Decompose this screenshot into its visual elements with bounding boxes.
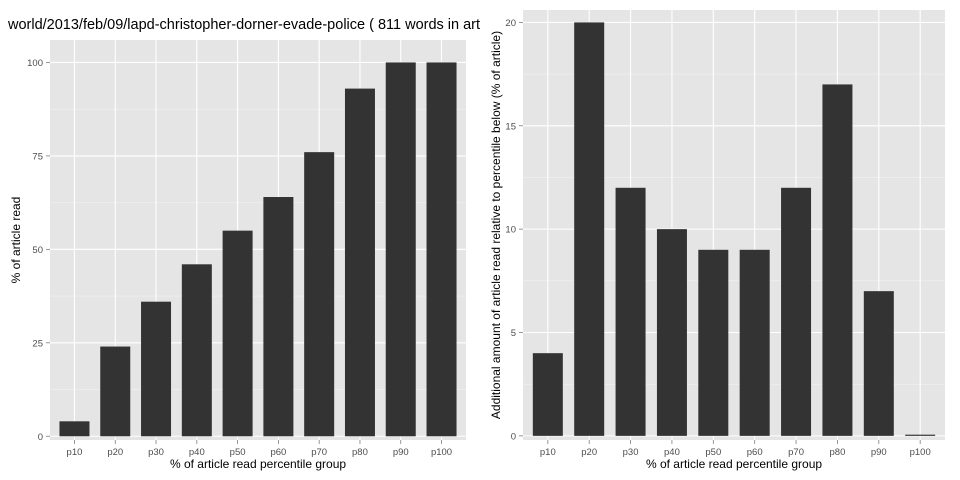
y-tick-label: 20: [505, 18, 516, 29]
y-tick-label: 75: [32, 151, 43, 162]
x-axis-label: % of article read percentile group: [170, 457, 346, 471]
right-panel: 0 5 10 15 20 p10 p20 p30 p40 p50 p60 p70 p80 p90 p100%…: [489, 10, 945, 471]
x-tick-label: p100: [910, 447, 931, 458]
y-tick-label: 0: [38, 432, 43, 443]
bar-p40: [656, 229, 687, 436]
x-tick-label: p90: [871, 447, 887, 458]
chart-title: world/2013/feb/09/lapd-christopher-dorne…: [7, 17, 480, 33]
x-tick-label: p90: [393, 447, 409, 458]
x-tick-label: p10: [67, 447, 83, 458]
y-tick-label: 100: [27, 58, 43, 69]
x-tick-label: p70: [788, 447, 804, 458]
bar-p90: [863, 291, 894, 436]
left-panel: 0 25 50 75 100 p10 p20 p30 p40 p50 p60 p70 p80 p90 p10…: [9, 40, 466, 471]
bar-p60: [263, 197, 294, 437]
bar-p10: [532, 353, 563, 436]
bar-p20: [574, 22, 605, 436]
y-tick-label: 5: [511, 328, 516, 339]
bar-p30: [615, 187, 646, 436]
x-tick-label: p80: [830, 447, 846, 458]
bar-p40: [181, 264, 212, 437]
x-tick-label: p100: [431, 447, 452, 458]
x-tick-label: p50: [705, 447, 721, 458]
y-tick-label: 25: [32, 338, 43, 349]
x-tick-label: p40: [189, 447, 205, 458]
y-tick-label: 50: [32, 245, 43, 256]
bar-p100: [426, 62, 457, 437]
bar-p50: [222, 230, 253, 437]
x-tick-label: p70: [311, 447, 327, 458]
bar-p80: [344, 88, 375, 437]
x-tick-label: p30: [623, 447, 639, 458]
bar-p100: [905, 434, 936, 436]
x-tick-label: p80: [352, 447, 368, 458]
bar-p30: [141, 301, 172, 437]
x-tick-label: p60: [270, 447, 286, 458]
y-axis-label: Additional amount of article read relati…: [489, 31, 503, 419]
x-tick-label: p40: [664, 447, 680, 458]
x-tick-label: p30: [148, 447, 164, 458]
x-tick-label: p10: [540, 447, 556, 458]
bar-p70: [781, 187, 812, 436]
y-axis-label: % of article read: [9, 197, 23, 284]
bar-p60: [739, 249, 770, 436]
y-tick-label: 0: [511, 431, 516, 442]
x-tick-label: p60: [747, 447, 763, 458]
bar-p70: [304, 152, 335, 437]
y-tick-label: 15: [505, 121, 516, 132]
y-tick-label: 10: [505, 225, 516, 236]
bar-p80: [822, 84, 853, 436]
x-tick-label: p50: [230, 447, 246, 458]
bar-p20: [100, 346, 131, 437]
bar-p50: [698, 249, 729, 436]
x-axis-label: % of article read percentile group: [646, 457, 822, 471]
x-tick-label: p20: [581, 447, 597, 458]
x-tick-label: p20: [107, 447, 123, 458]
bar-p10: [59, 421, 90, 437]
bar-p90: [385, 62, 416, 437]
